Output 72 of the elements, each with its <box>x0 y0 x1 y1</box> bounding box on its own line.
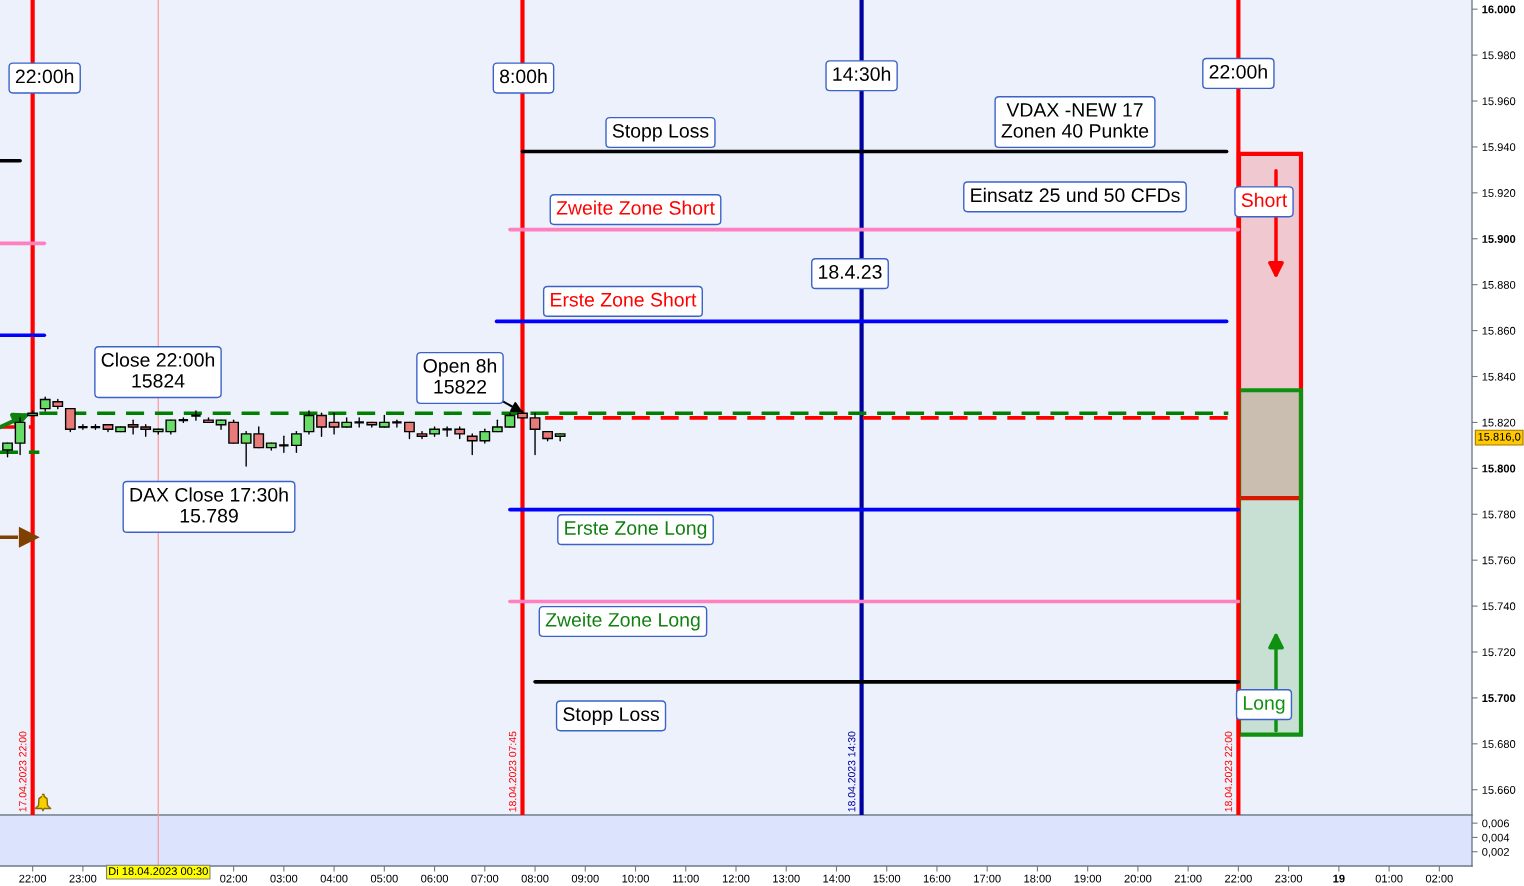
y-tick-label: 15.700 <box>1482 694 1516 703</box>
ref-line-label: 17.04.2023 22:00 <box>19 731 27 812</box>
x-tick-label: 03:00 <box>270 874 298 883</box>
text: 15.816,0 <box>1478 432 1521 442</box>
annotation: Erste Zone Short <box>551 292 697 307</box>
y-tick-label: 15.760 <box>1482 556 1516 565</box>
x-tick-label: 21:00 <box>1174 874 1202 883</box>
annotation: Einsatz 25 und 50 CFDs <box>971 187 1180 203</box>
annotation: Open 8h 15822 <box>423 358 497 394</box>
x-tick-label: 22:00 <box>1225 874 1252 883</box>
annotation: 22:00h <box>15 68 74 84</box>
annotation: 22:00h <box>1209 64 1267 79</box>
x-tick-label: 16:00 <box>923 874 951 883</box>
x-tick-label: 09:00 <box>571 874 599 883</box>
y-tick-label: 15.840 <box>1482 372 1516 381</box>
x-tick-label: 11:00 <box>673 874 699 883</box>
x-tick-label: 08:00 <box>521 874 549 883</box>
x-tick-label: 14:00 <box>823 874 850 883</box>
x-tick-label: 04:00 <box>320 874 348 883</box>
ref-line-label: 18.04.2023 14:30 <box>848 731 856 812</box>
annotation: Zweite Zone Long <box>545 612 700 631</box>
x-tick-label: 06:00 <box>421 874 449 883</box>
x-tick-label: 23:00 <box>69 874 97 883</box>
annotation: DAX Close 17:30h 15.789 <box>130 487 288 523</box>
y-tick-label: 15.900 <box>1482 235 1516 243</box>
annotation: Erste Zone Long <box>565 521 707 539</box>
y-tick-label: 15.720 <box>1482 648 1516 657</box>
x-tick-label: 05:00 <box>370 874 398 883</box>
y-tick-label: 15.860 <box>1482 326 1516 335</box>
y-tick-label: 15.680 <box>1482 740 1516 748</box>
x-tick-label: 18:00 <box>1024 874 1051 883</box>
annotation: VDAX -NEW 17 Zonen 40 Punkte <box>1001 103 1149 138</box>
x-tick-label: 17:00 <box>974 874 1001 883</box>
x-tick-label: 02:00 <box>1425 874 1453 883</box>
x-tick-label: 02:00 <box>220 874 248 883</box>
band-label: Long <box>1243 696 1285 714</box>
x-tick-label: 13:00 <box>773 874 800 883</box>
y-tick-label: 0,006 <box>1482 819 1510 829</box>
x-tick-label: 23:00 <box>1275 874 1303 883</box>
x-tick-label: 01:00 <box>1375 874 1403 883</box>
y-tick-label: 0,004 <box>1482 833 1510 843</box>
y-tick-label: 15.660 <box>1482 786 1516 794</box>
ref-line-label: 18.04.2023 22:00 <box>1224 731 1233 812</box>
x-tick-label: 20:00 <box>1124 874 1152 883</box>
annotation: Close 22:00h 15824 <box>101 352 215 388</box>
series-label: Stopp Loss <box>563 707 659 725</box>
y-tick-label: 0,002 <box>1482 847 1509 858</box>
y-tick-label: 15.740 <box>1482 602 1516 611</box>
y-tick-label: 15.920 <box>1482 189 1516 197</box>
y-tick-label: 15.960 <box>1482 97 1516 106</box>
series-label: Stopp Loss <box>612 123 709 142</box>
annotation: 8:00h <box>500 68 547 84</box>
x-tick-label: 12:00 <box>722 874 750 883</box>
x-tick-label: 07:00 <box>471 874 499 883</box>
annotation: Zweite Zone Short <box>556 200 715 215</box>
y-tick-label: 15.980 <box>1482 51 1516 60</box>
y-tick-label: 15.780 <box>1482 510 1516 519</box>
band-label: Short <box>1241 192 1288 208</box>
y-tick-label: 15.820 <box>1482 418 1516 427</box>
x-tick-label: 19 <box>1333 874 1345 883</box>
annotation: 18.4.23 <box>819 265 882 279</box>
y-tick-label: 15.880 <box>1482 280 1516 289</box>
y-tick-label: 15.940 <box>1482 143 1516 152</box>
ref-line-label: Di 18.04.2023 00:30 <box>109 866 208 876</box>
x-tick-label: 19:00 <box>1074 874 1102 883</box>
ref-line-label: 18.04.2023 07:45 <box>508 731 517 812</box>
x-tick-label: 15:00 <box>873 874 901 883</box>
y-tick-label: 16.000 <box>1482 5 1516 14</box>
y-tick-label: 15.800 <box>1482 464 1516 473</box>
x-tick-label: 10:00 <box>622 874 649 883</box>
x-tick-label: 22:00 <box>19 874 47 883</box>
annotation: 14:30h <box>833 66 891 81</box>
